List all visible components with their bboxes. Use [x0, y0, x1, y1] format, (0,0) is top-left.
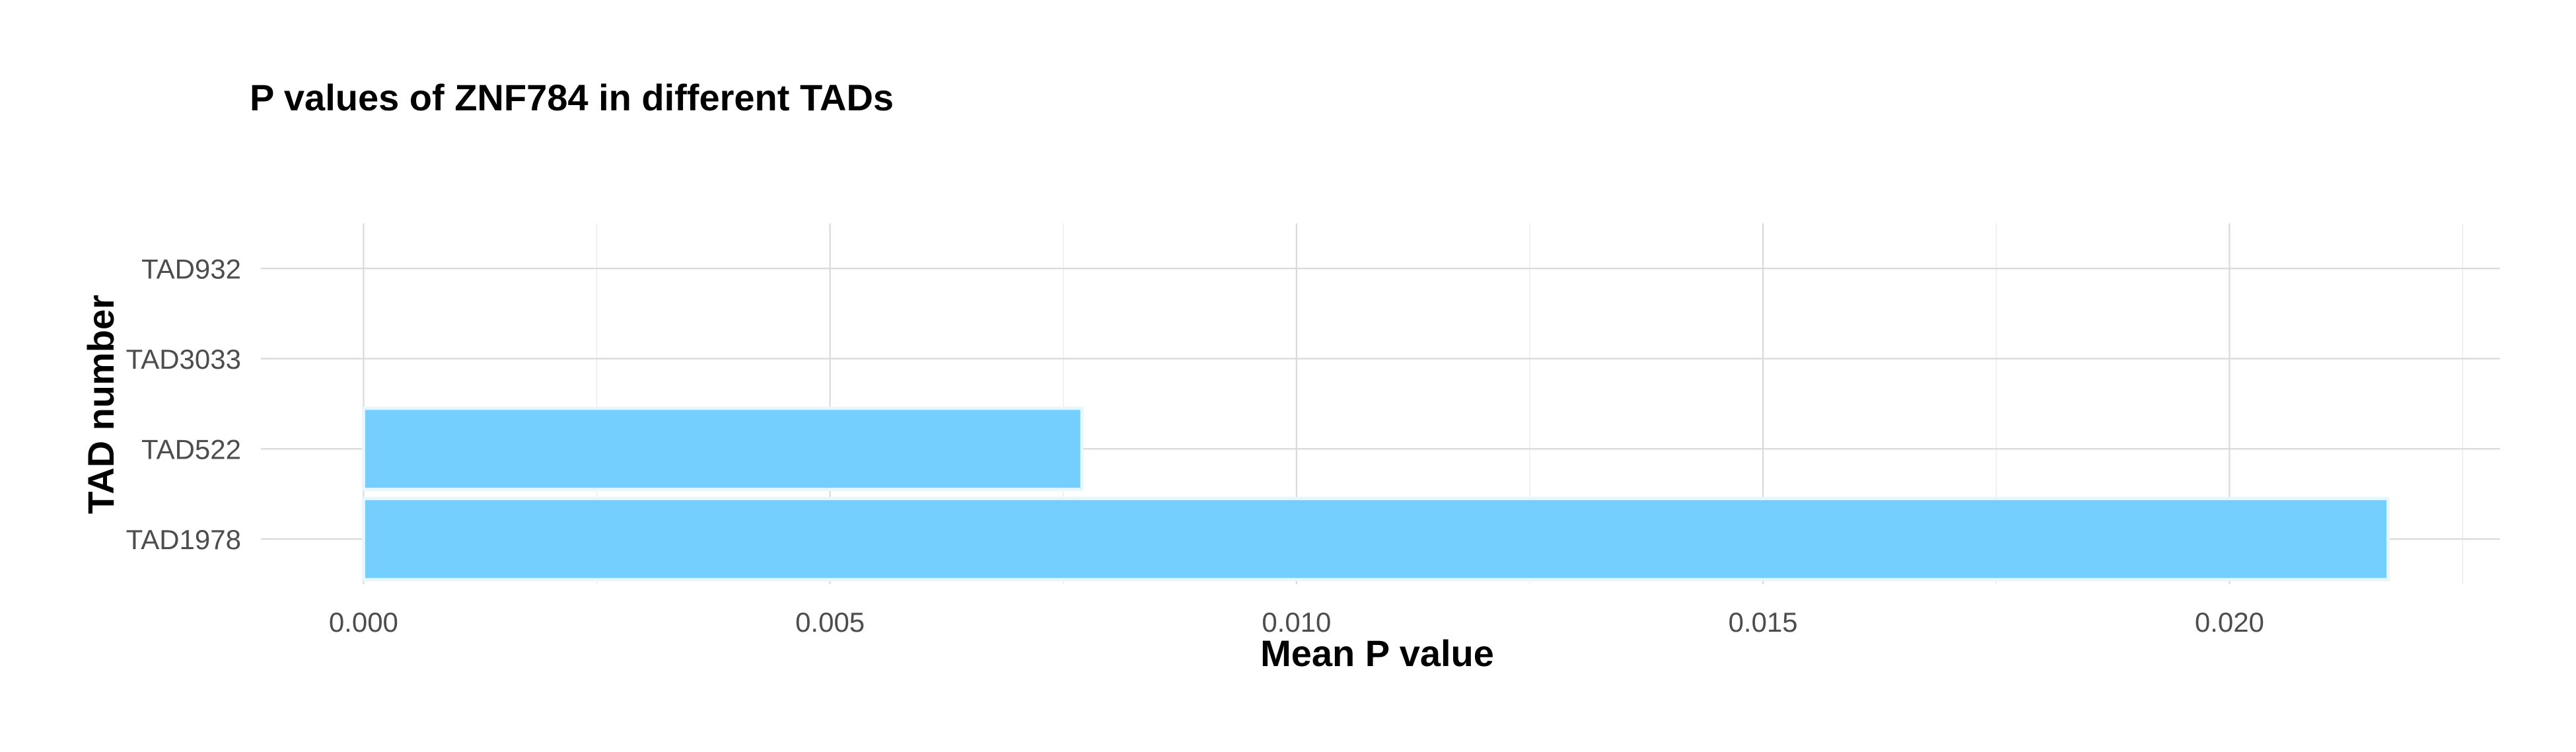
x-tick-label: 0.015	[1729, 607, 1798, 638]
bar-tad1978	[361, 496, 2390, 582]
bar-tad522	[361, 406, 1084, 492]
x-axis-ticks: 0.000 0.005 0.010 0.015 0.020	[329, 607, 2264, 638]
x-tick-label: 0.020	[2195, 607, 2264, 638]
y-axis-title: TAD number	[80, 295, 122, 514]
y-axis-ticks: TAD1978 TAD522 TAD3033 TAD932	[126, 253, 241, 555]
y-tick-label: TAD522	[141, 433, 241, 465]
y-tick-label: TAD3033	[126, 344, 241, 375]
x-tick-label: 0.010	[1262, 607, 1331, 638]
x-tick-label: 0.005	[795, 607, 865, 638]
chart-title: P values of ZNF784 in different TADs	[250, 77, 894, 118]
bar-series	[361, 406, 2390, 582]
x-axis-title: Mean P value	[1260, 632, 1494, 674]
y-tick-label: TAD932	[141, 253, 241, 284]
y-tick-label: TAD1978	[126, 524, 241, 555]
x-tick-label: 0.000	[329, 607, 398, 638]
